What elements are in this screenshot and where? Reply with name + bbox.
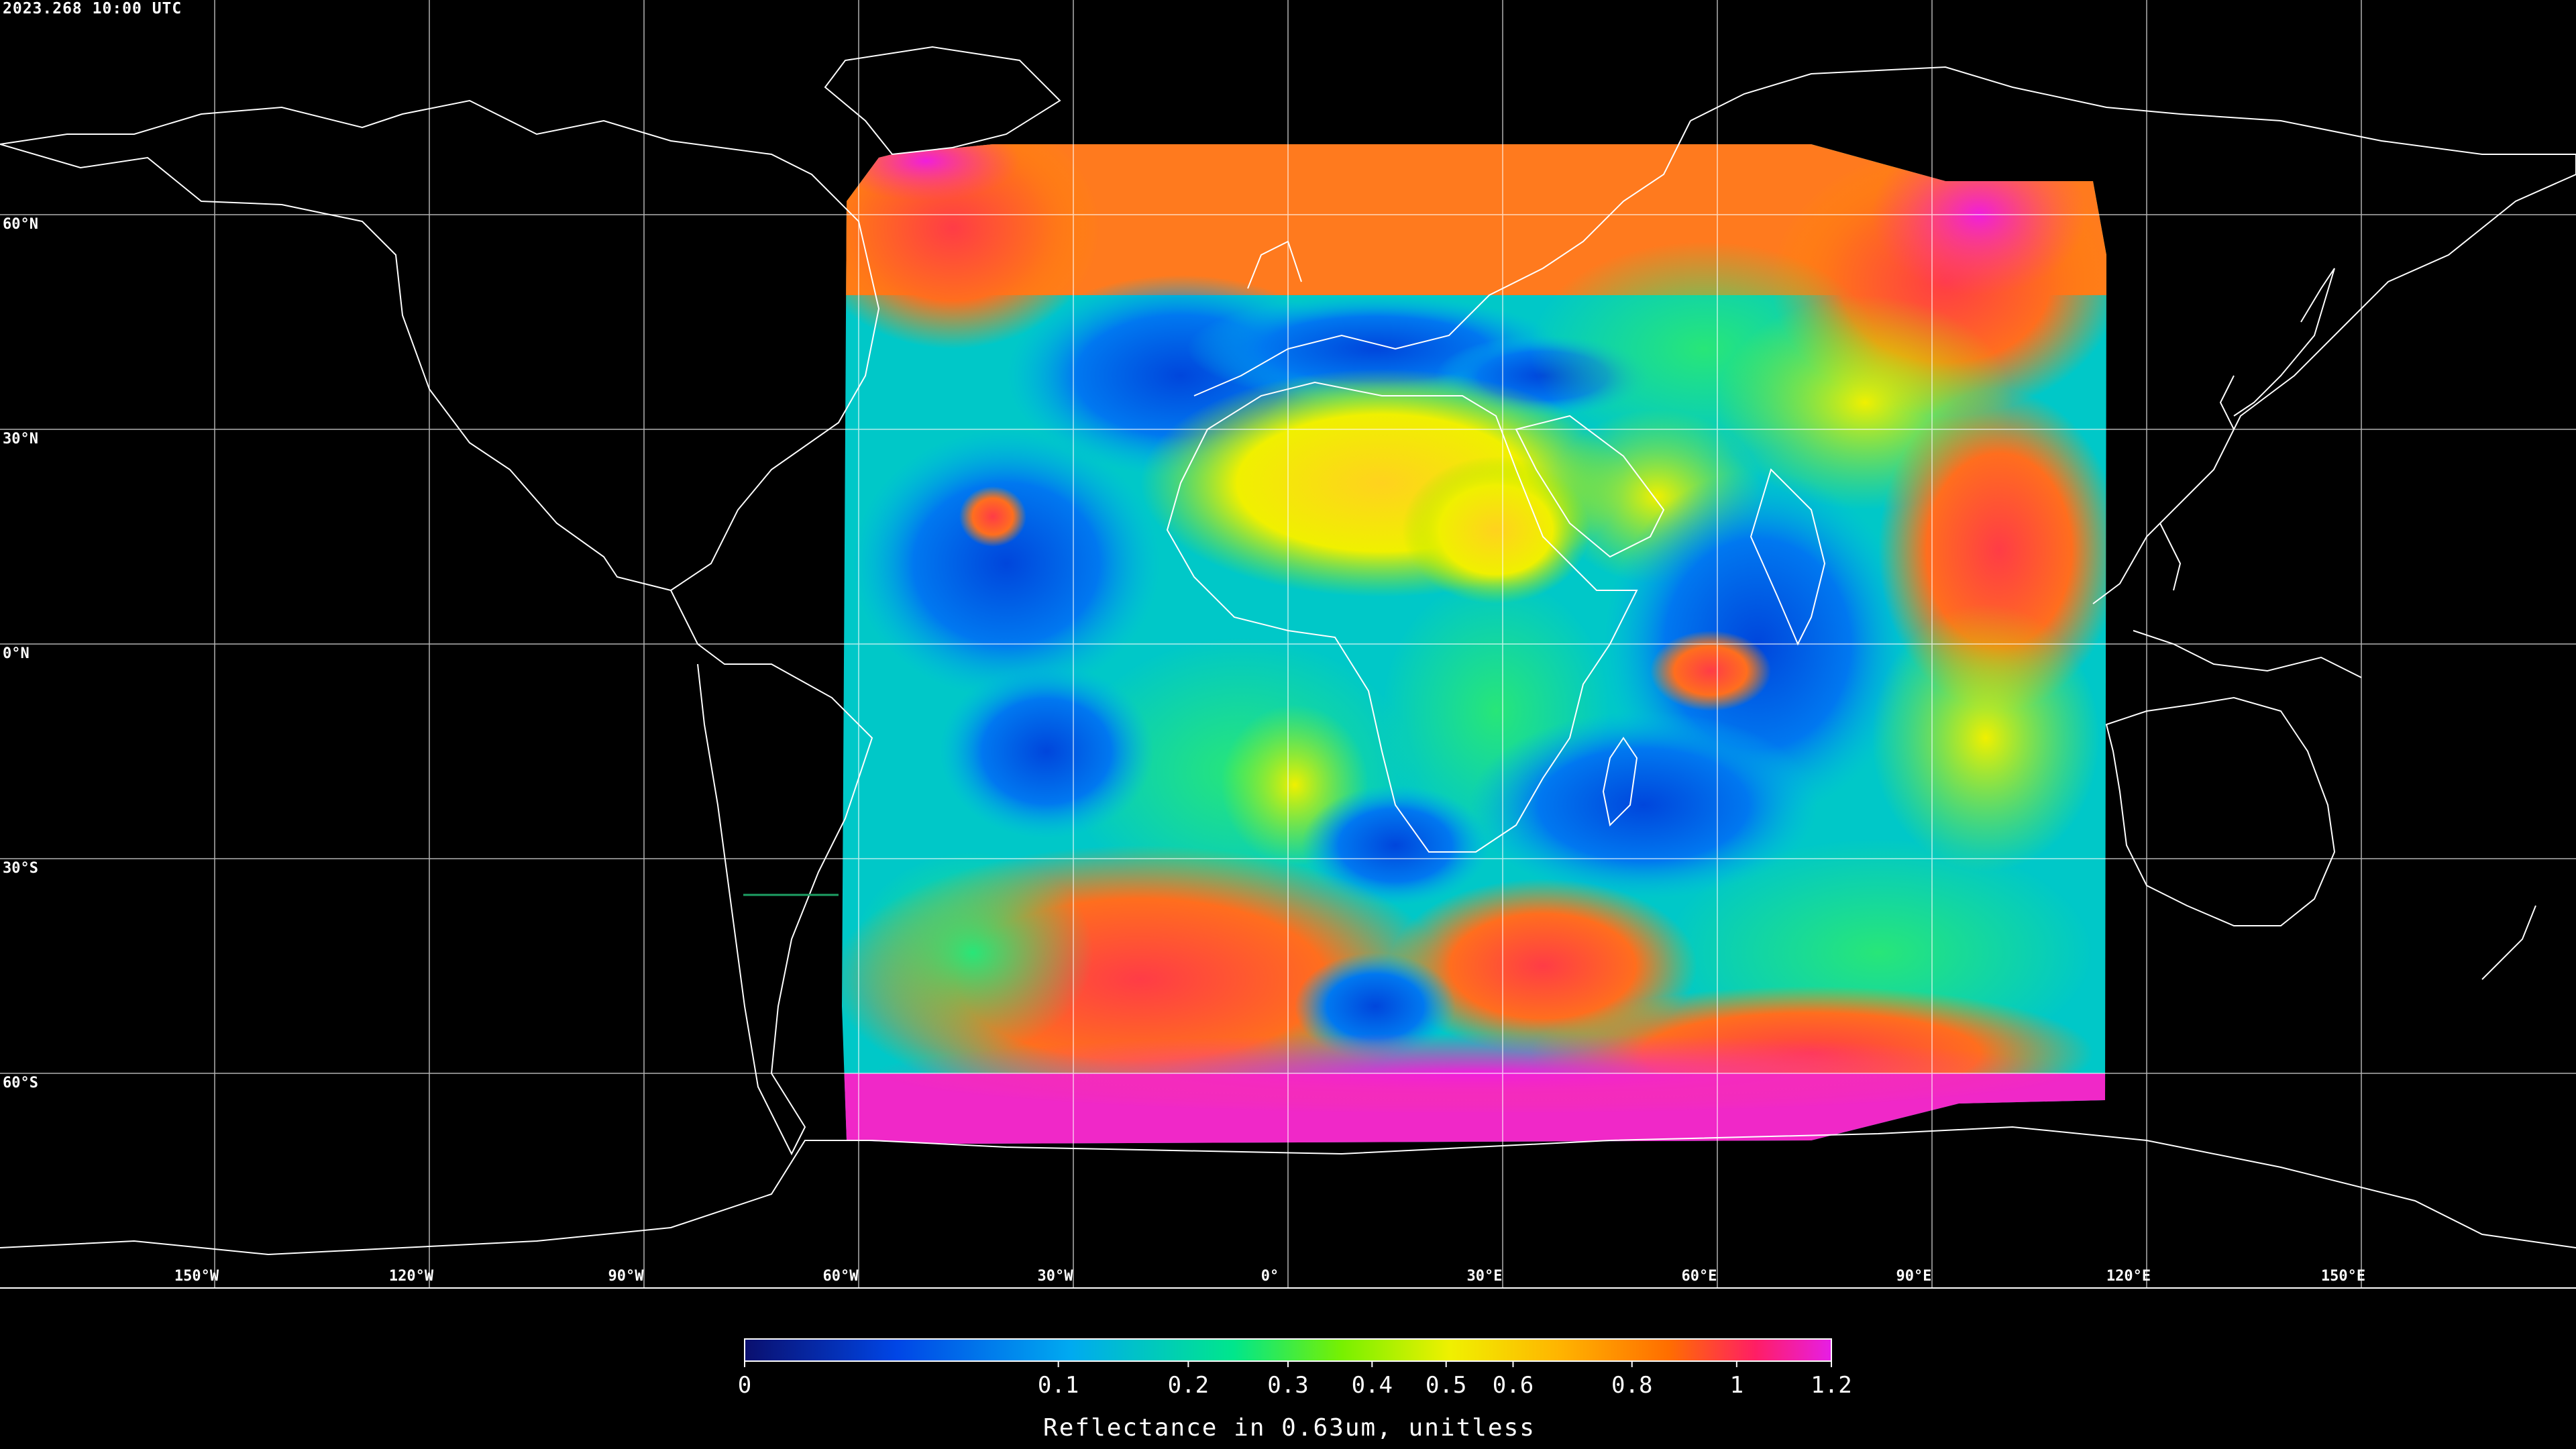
longitude-label: 30°E bbox=[1466, 1268, 1503, 1285]
longitude-label: 120°W bbox=[388, 1268, 434, 1285]
longitude-label: 150°E bbox=[2320, 1268, 2366, 1285]
longitude-label: 60°W bbox=[822, 1268, 859, 1285]
colorbar-tick-label: 1 bbox=[1729, 1372, 1744, 1399]
latitude-label: 30°S bbox=[3, 860, 38, 877]
colorbar-tick-label: 0.3 bbox=[1267, 1372, 1309, 1399]
longitude-label: 150°W bbox=[174, 1268, 219, 1285]
colorbar-gradient bbox=[744, 1338, 1832, 1362]
colorbar-title: Reflectance in 0.63um, unitless bbox=[1043, 1414, 1536, 1442]
colorbar-tick-label: 0.6 bbox=[1492, 1372, 1534, 1399]
coastlines bbox=[0, 46, 2576, 1256]
colorbar-tick-marks bbox=[744, 1361, 1832, 1367]
colorbar bbox=[744, 1338, 1832, 1367]
longitude-label: 0° bbox=[1260, 1268, 1279, 1285]
latitude-label: 60°S bbox=[3, 1075, 38, 1091]
timestamp: 2023.268 10:00 UTC bbox=[3, 0, 182, 17]
colorbar-tick-label: 0.4 bbox=[1351, 1372, 1393, 1399]
longitude-label: 30°W bbox=[1037, 1268, 1073, 1285]
latitude-label: 60°N bbox=[3, 216, 38, 233]
colorbar-tick-label: 1.2 bbox=[1811, 1372, 1852, 1399]
longitude-label: 90°E bbox=[1896, 1268, 1932, 1285]
latitude-label: 30°N bbox=[3, 431, 38, 447]
colorbar-tick-label: 0.8 bbox=[1611, 1372, 1653, 1399]
longitude-label: 90°W bbox=[608, 1268, 644, 1285]
graticule bbox=[0, 0, 2576, 1288]
latitude-label: 0°N bbox=[3, 645, 30, 662]
colorbar-tick-label: 0.1 bbox=[1037, 1372, 1079, 1399]
longitude-label: 120°E bbox=[2106, 1268, 2151, 1285]
colorbar-tick-label: 0.5 bbox=[1425, 1372, 1467, 1399]
satellite-reflectance-image bbox=[842, 144, 2106, 1144]
longitude-label: 60°E bbox=[1681, 1268, 1717, 1285]
colorbar-tick-label: 0.2 bbox=[1167, 1372, 1210, 1399]
colorbar-tick-label: 0 bbox=[737, 1372, 752, 1399]
